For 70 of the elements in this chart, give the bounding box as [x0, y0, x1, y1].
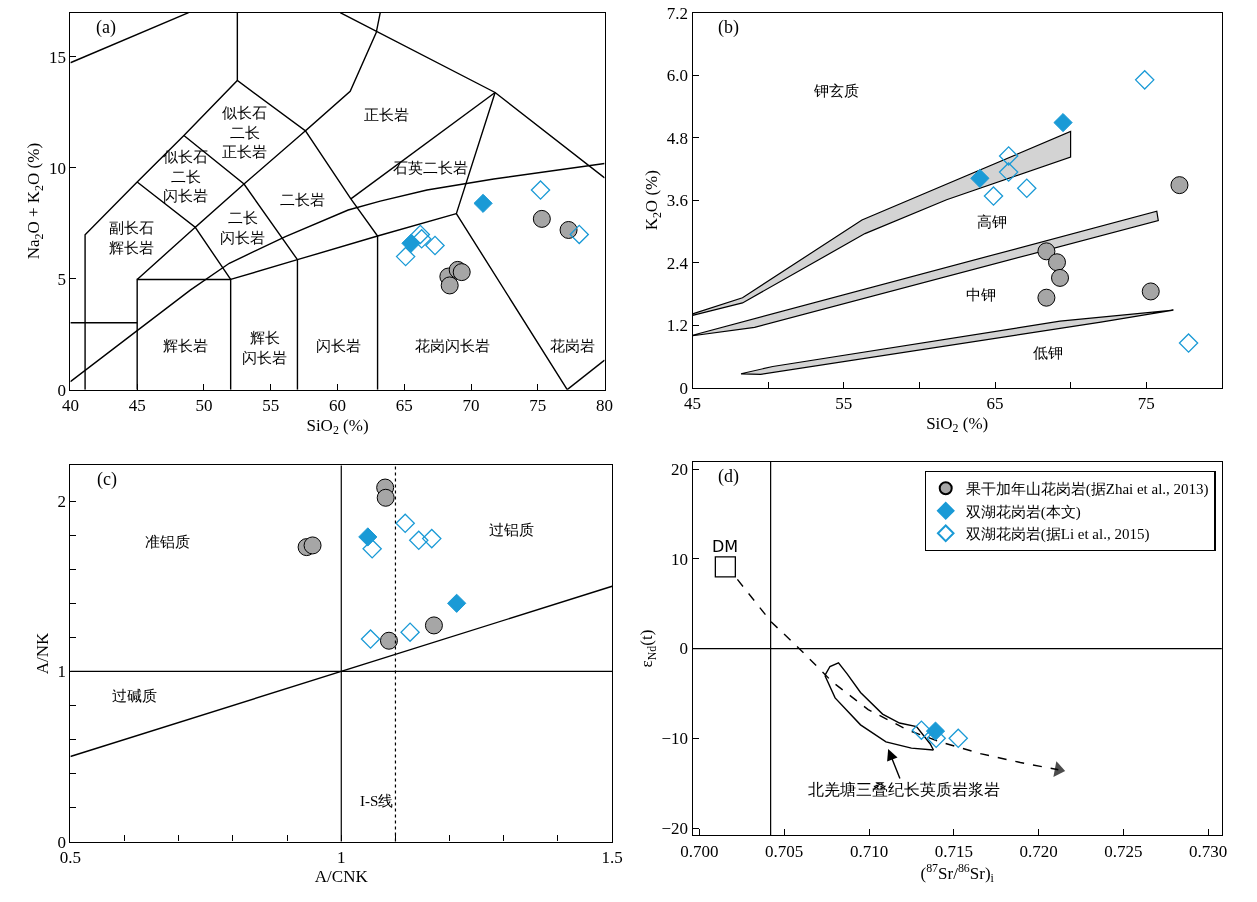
annotation: 高钾 [977, 213, 1007, 231]
x-tick-label: 55 [835, 394, 853, 414]
y-tick-label: −20 [661, 819, 689, 839]
annotation: 二长闪长岩 [220, 209, 265, 247]
x-axis-title: ($^{87}$Sr/$^{86}$Sr)$_{i}$ [920, 860, 995, 886]
x-tick-label: 80 [596, 396, 614, 416]
y-tick-label: 2.4 [666, 253, 689, 273]
y-tick-label: 3.6 [666, 191, 689, 211]
chart-title: (d) [718, 466, 739, 487]
x-tick-label: 50 [195, 396, 213, 416]
chart-title: (a) [96, 17, 116, 38]
x-tick-label: 1.5 [601, 848, 623, 868]
y-tick-label: 20 [671, 459, 689, 479]
x-tick-label: 0.705 [765, 841, 804, 861]
y-tick-label: 15 [48, 47, 66, 67]
x-tick-label: 60 [329, 396, 346, 416]
annotation: 二长岩 [280, 191, 325, 209]
y-tick-label: 10 [48, 158, 66, 178]
x-axis-title: A/CNK [314, 867, 369, 887]
annotation: 钾玄质 [813, 82, 859, 100]
y-tick-label: 0 [679, 639, 689, 659]
annotation: 副长石辉长岩 [109, 219, 154, 257]
annotation: 辉长闪长岩 [242, 329, 287, 367]
x-tick-label: 1 [337, 848, 346, 868]
annotation: 闪长岩 [316, 337, 361, 355]
annotation: 似长石二长闪长岩 [163, 148, 208, 205]
y-axis-title: A/NK [32, 632, 52, 675]
x-tick-label: 55 [262, 396, 280, 416]
annotation: 辉长岩 [163, 337, 208, 355]
x-tick-label: 0.730 [1189, 841, 1228, 861]
annotation: 似长石二长正长岩 [222, 104, 267, 161]
x-tick-label: 45 [128, 396, 146, 416]
annotation: 中钾 [966, 286, 996, 304]
y-tick-label: 7.2 [666, 3, 689, 23]
annotation: 过碱质 [112, 687, 157, 705]
x-axis-title: SiO$_{2}$ (%) [306, 415, 369, 438]
y-tick-label: 1.2 [666, 316, 689, 336]
y-tick-label: −10 [661, 729, 689, 749]
ref-line-label: I-S线 [360, 793, 394, 809]
annotation: 花岗闪长岩 [415, 337, 490, 355]
y-tick-label: 1 [57, 662, 66, 682]
x-tick-label: 75 [1137, 394, 1155, 414]
x-tick-label: 0.715 [934, 841, 973, 861]
y-tick-label: 2 [57, 492, 66, 512]
x-axis-title: SiO$_{2}$ (%) [926, 413, 989, 436]
annotation: 石英二长岩 [393, 159, 468, 177]
annotation: 北羌塘三叠纪长英质岩浆岩 [808, 780, 1000, 799]
x-tick-label: 0.710 [849, 841, 889, 861]
annotation: 准铝质 [145, 533, 190, 551]
x-tick-label: 65 [395, 396, 413, 416]
y-tick-label: 10 [671, 549, 689, 569]
x-tick-label: 0.700 [680, 841, 719, 861]
x-tick-label: 0.725 [1104, 841, 1143, 861]
legend-label: 双湖花岗岩(据Li et al., 2015) [965, 526, 1150, 544]
annotation: 正长岩 [364, 106, 409, 124]
x-tick-label: 75 [529, 396, 547, 416]
x-tick-label: 65 [986, 394, 1004, 414]
chart-title: (b) [718, 17, 739, 38]
legend-label: 双湖花岗岩(本文) [965, 503, 1081, 521]
y-tick-label: 5 [57, 269, 66, 289]
y-tick-label: 6.0 [666, 66, 689, 86]
annotation: 花岗岩 [550, 337, 595, 355]
legend-label: 果干加年山花岗岩(据Zhai et al., 2013) [965, 481, 1209, 499]
x-tick-label: 70 [462, 396, 480, 416]
chart-title: (c) [97, 469, 117, 490]
x-tick-label: 0.720 [1019, 841, 1058, 861]
y-tick-label: 4.8 [666, 128, 689, 148]
annotation: 过铝质 [489, 521, 534, 539]
annotation: DM [712, 537, 739, 556]
annotation: 低钾 [1033, 344, 1063, 362]
